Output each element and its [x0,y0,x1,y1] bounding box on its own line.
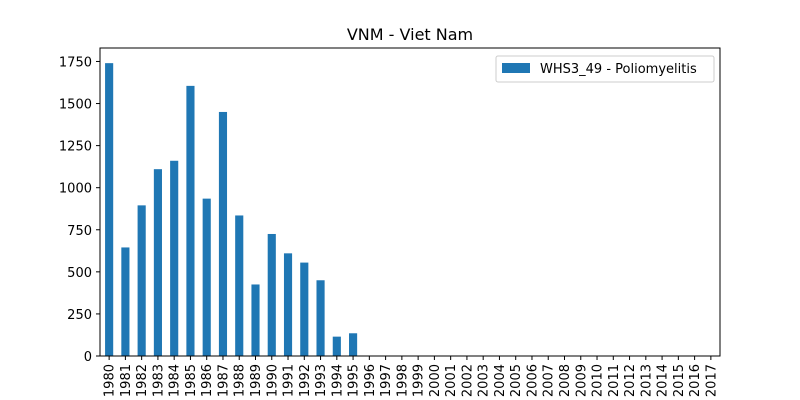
bar-1981 [121,247,130,356]
x-tick-label: 1980 [103,364,118,397]
plot-frame [99,47,721,357]
y-tick-label: 250 [67,308,92,323]
x-tick-label: 2017 [704,364,719,397]
y-axis-ticks: 0 250 500 750 1000 1250 1500 1750 [59,55,100,365]
bar-1984 [170,160,179,356]
x-tick-label: 2006 [525,364,540,397]
x-tick-label: 1985 [184,364,199,397]
bar-1988 [235,215,244,356]
x-tick-label: 2016 [688,364,703,397]
bar-1990 [267,233,276,356]
x-tick-label: 1996 [363,364,378,397]
bar-1993 [316,280,325,356]
x-tick-label: 1995 [347,364,362,397]
x-tick-label: 1987 [216,364,231,397]
x-tick-label: 2014 [656,364,671,397]
y-tick-label: 0 [84,350,92,365]
x-tick-label: 1989 [249,364,264,397]
x-tick-label: 1984 [168,364,183,397]
bar-1982 [137,205,146,356]
x-tick-label: 2002 [460,364,475,397]
legend-swatch [502,63,530,73]
y-tick-label: 1250 [59,140,92,155]
x-tick-label: 1998 [395,364,410,397]
x-axis-ticks: 1980 1981 1982 1983 1984 1985 1986 1987 1988 1989… [103,356,719,397]
chart-title: VNM - Viet Nam [347,25,473,44]
bar-1986 [202,198,211,356]
x-tick-label: 1990 [265,364,280,397]
x-tick-label: 1992 [298,364,313,397]
x-tick-label: 1983 [151,364,166,397]
bar-1980 [105,63,114,356]
x-tick-label: 1991 [282,364,297,397]
bar-1994 [332,336,341,356]
x-tick-label: 1999 [412,364,427,397]
x-tick-label: 2007 [542,364,557,397]
x-tick-label: 1997 [379,364,394,397]
y-tick-label: 750 [67,224,92,239]
bar-1991 [283,253,293,356]
legend-box [495,55,715,83]
bar-1995 [349,333,358,356]
bar-1989 [251,284,260,356]
y-tick-label: 1500 [59,98,92,113]
bar-1983 [153,169,162,356]
y-tick-label: 1000 [59,182,92,197]
x-tick-label: 2008 [558,364,573,397]
bar-1987 [218,111,228,356]
y-tick-label: 1750 [59,55,92,70]
bars-group [105,63,358,357]
x-tick-label: 2011 [607,364,622,397]
legend-label: WHS3_49 - Poliomyelitis [540,62,697,77]
x-tick-label: 2013 [639,364,654,397]
x-tick-label: 2012 [623,364,638,397]
x-tick-label: 2003 [477,364,492,397]
x-tick-label: 1982 [135,364,150,397]
x-tick-label: 1981 [119,364,134,397]
x-tick-label: 2004 [493,364,508,397]
bar-1985 [186,85,195,357]
y-tick-label: 500 [67,266,92,281]
x-tick-label: 1994 [330,364,345,397]
legend: WHS3_49 - Poliomyelitis [495,55,715,83]
x-tick-label: 2015 [672,364,687,397]
x-tick-label: 2000 [428,364,443,397]
x-tick-label: 2001 [444,364,459,397]
x-tick-label: 2005 [509,364,524,397]
x-tick-label: 1988 [233,364,248,397]
x-tick-label: 1986 [200,364,215,397]
x-tick-label: 2010 [591,364,606,397]
x-tick-label: 2009 [574,364,589,397]
bar-1992 [300,262,309,356]
x-tick-label: 1993 [314,364,329,397]
